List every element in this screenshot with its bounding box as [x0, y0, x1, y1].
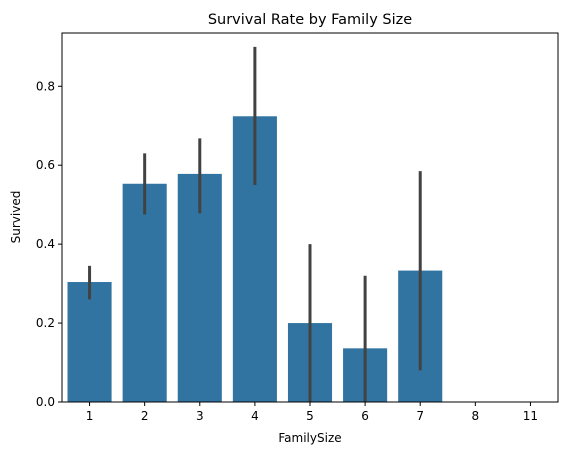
chart-title: Survival Rate by Family Size [208, 12, 412, 28]
bar-2 [122, 183, 167, 402]
x-tick-label: 6 [361, 409, 369, 423]
x-tick-label: 4 [251, 409, 259, 423]
x-tick-label: 3 [196, 409, 204, 423]
x-axis-label: FamilySize [278, 431, 341, 445]
y-tick-label: 0.4 [36, 237, 55, 251]
x-tick-label: 11 [523, 409, 538, 423]
y-tick-label: 0.0 [36, 395, 55, 409]
x-tick-label: 5 [306, 409, 314, 423]
x-tick-label: 7 [416, 409, 424, 423]
y-tick-label: 0.6 [36, 158, 55, 172]
x-axis: 1 2 3 4 5 6 7 8 11 [86, 402, 538, 423]
x-tick-label: 2 [141, 409, 149, 423]
x-tick-label: 1 [86, 409, 94, 423]
error-bars-layer [88, 46, 422, 402]
y-axis-label: Survived [9, 191, 23, 244]
y-tick-label: 0.2 [36, 316, 55, 330]
bar-1 [67, 282, 112, 402]
y-axis: 0.0 0.2 0.4 0.6 0.8 [36, 79, 62, 409]
x-tick-label: 8 [472, 409, 480, 423]
y-tick-label: 0.8 [36, 79, 55, 93]
